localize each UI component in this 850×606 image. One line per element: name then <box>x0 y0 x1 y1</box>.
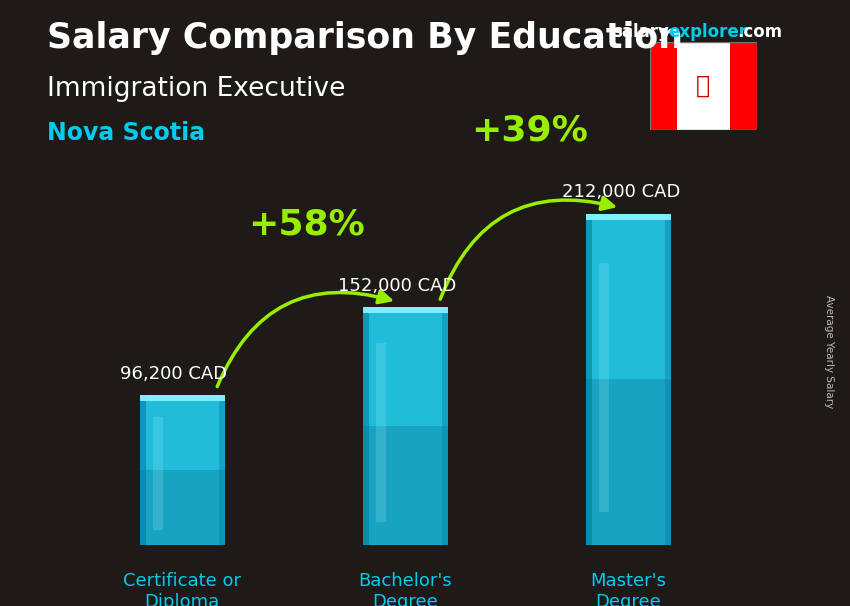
Bar <box>598 263 609 512</box>
Bar <box>139 395 224 470</box>
Text: Certificate or
Diploma: Certificate or Diploma <box>123 571 241 606</box>
Bar <box>730 42 756 130</box>
Bar <box>442 307 448 545</box>
Text: Average Yearly Salary: Average Yearly Salary <box>824 295 834 408</box>
Bar <box>139 395 224 401</box>
Bar <box>586 213 592 545</box>
Bar <box>586 213 671 379</box>
Text: Master's
Degree: Master's Degree <box>591 571 666 606</box>
Bar <box>586 379 671 545</box>
Text: .com: .com <box>737 23 782 41</box>
Bar <box>218 395 224 545</box>
FancyArrowPatch shape <box>440 198 614 299</box>
Bar <box>665 213 671 545</box>
Text: 96,200 CAD: 96,200 CAD <box>120 365 227 383</box>
Bar <box>152 418 162 530</box>
Text: +39%: +39% <box>471 114 588 148</box>
Bar <box>139 395 145 545</box>
Text: explorer: explorer <box>668 23 747 41</box>
Bar <box>363 307 448 313</box>
Text: 212,000 CAD: 212,000 CAD <box>562 184 680 201</box>
Text: Salary Comparison By Education: Salary Comparison By Education <box>47 21 683 55</box>
Bar <box>363 427 448 545</box>
Bar <box>586 213 671 219</box>
Text: 152,000 CAD: 152,000 CAD <box>338 278 456 295</box>
Bar <box>363 307 448 427</box>
Bar <box>363 307 369 545</box>
FancyArrowPatch shape <box>218 291 390 387</box>
Bar <box>139 470 224 545</box>
Text: Immigration Executive: Immigration Executive <box>47 76 345 102</box>
Text: +58%: +58% <box>248 208 365 242</box>
Text: 🍁: 🍁 <box>696 73 711 98</box>
Bar <box>376 343 386 522</box>
Bar <box>650 42 677 130</box>
Text: Nova Scotia: Nova Scotia <box>47 121 205 145</box>
Text: Bachelor's
Degree: Bachelor's Degree <box>359 571 452 606</box>
Text: salary: salary <box>612 23 669 41</box>
